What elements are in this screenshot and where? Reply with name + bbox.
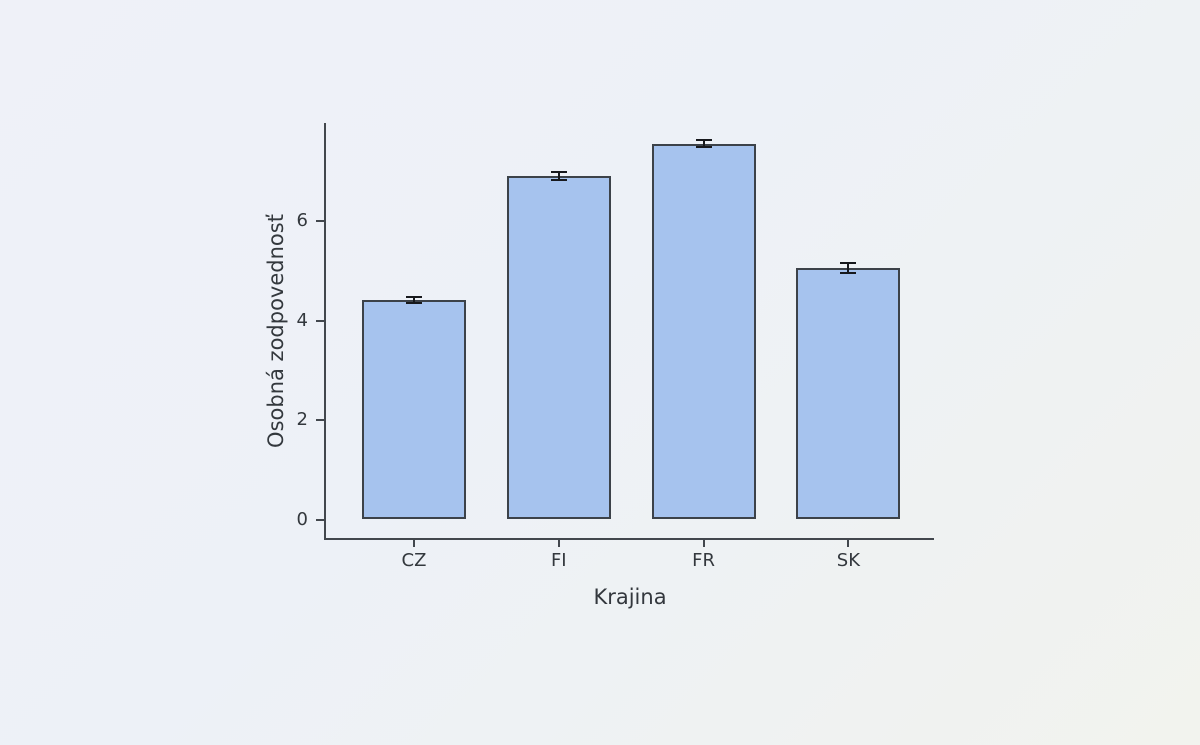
error-bar-cap-top-cz (406, 296, 422, 299)
error-bar-cap-bottom-sk (840, 271, 857, 274)
y-tick-label-0: 0 (296, 508, 308, 530)
x-tick-fi (557, 540, 560, 547)
y-axis-line (324, 123, 326, 540)
x-axis-line (324, 538, 934, 540)
x-tick-label-cz: CZ (401, 550, 427, 571)
y-tick-6 (316, 220, 324, 222)
error-bar-cap-bottom-fr (695, 146, 712, 149)
bar-fr (651, 143, 756, 520)
bar-cz (362, 300, 466, 520)
y-tick-2 (316, 419, 324, 421)
error-bar-cap-bottom-fi (550, 179, 567, 182)
error-bar-fr (702, 140, 705, 148)
y-tick-label-4: 4 (296, 309, 308, 331)
error-bar-sk (847, 262, 850, 273)
plot-area: 0 2 4 6 CZ FI FR SK Krajina (297, 123, 934, 609)
x-tick-cz (413, 540, 415, 547)
bar-fi (506, 176, 611, 520)
x-tick-label-fi: FI (550, 550, 567, 571)
x-axis-title: Krajina (593, 585, 667, 609)
y-tick-label-6: 6 (296, 210, 308, 231)
bar-sk (796, 267, 901, 520)
x-tick-label-sk: SK (836, 550, 860, 571)
error-bar-cap-top-fr (695, 139, 712, 142)
error-bar-cap-top-sk (840, 261, 857, 264)
y-tick-0 (316, 518, 324, 521)
error-bar-cap-bottom-cz (406, 302, 422, 305)
error-bar-cap-top-fi (550, 171, 567, 174)
x-tick-fr (702, 540, 705, 547)
x-tick-sk (847, 540, 850, 547)
y-tick-4 (316, 319, 324, 322)
error-bar-cz (413, 297, 415, 304)
x-tick-label-fr: FR (692, 550, 716, 571)
y-tick-label-2: 2 (296, 409, 308, 430)
error-bar-fi (557, 172, 560, 181)
